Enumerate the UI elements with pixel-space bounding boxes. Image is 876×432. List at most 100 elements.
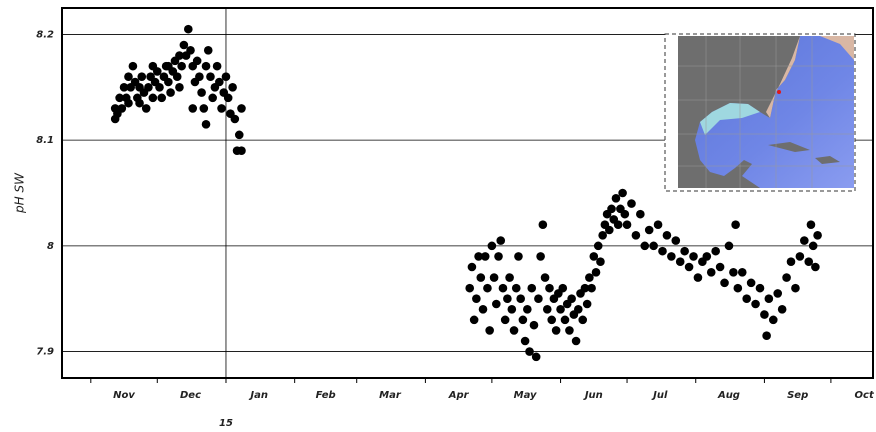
data-point <box>578 316 587 325</box>
data-point <box>747 279 756 288</box>
x-tick-label: Jul <box>651 390 668 401</box>
data-point <box>811 263 820 272</box>
data-point <box>547 316 556 325</box>
data-point <box>516 294 525 303</box>
x-tick-label: Jun <box>583 390 603 401</box>
data-point <box>676 257 685 266</box>
data-point <box>707 268 716 277</box>
data-point <box>501 316 510 325</box>
y-tick-label: 8.1 <box>36 135 54 146</box>
data-point <box>208 94 217 103</box>
data-point <box>734 284 743 293</box>
data-point <box>756 284 765 293</box>
data-point <box>558 284 567 293</box>
data-point <box>472 294 481 303</box>
year-label: 15 <box>219 418 233 429</box>
data-point <box>514 252 523 261</box>
data-point <box>623 220 632 229</box>
data-point <box>769 316 778 325</box>
data-point <box>592 268 601 277</box>
data-point <box>539 220 548 229</box>
data-point <box>738 268 747 277</box>
data-point <box>177 62 186 71</box>
data-point <box>703 252 712 261</box>
data-point <box>751 300 760 309</box>
y-tick-label: 7.9 <box>36 347 54 358</box>
data-point <box>720 279 729 288</box>
x-tick-label: Jan <box>248 390 268 401</box>
data-point <box>680 247 689 256</box>
data-point <box>773 289 782 298</box>
data-point <box>523 305 532 314</box>
data-point <box>470 316 479 325</box>
data-point <box>649 242 658 251</box>
data-point <box>222 72 231 81</box>
data-point <box>800 236 809 245</box>
data-point <box>809 242 818 251</box>
data-point <box>237 146 246 155</box>
data-point <box>200 104 209 113</box>
data-point <box>496 236 505 245</box>
data-point <box>572 337 581 346</box>
y-axis-label: pH SW <box>13 172 27 214</box>
y-tick-label: 8 <box>47 241 54 252</box>
data-point <box>658 247 667 256</box>
data-point <box>206 72 215 81</box>
data-point <box>711 247 720 256</box>
data-point <box>235 131 244 140</box>
data-point <box>224 94 233 103</box>
data-point <box>594 242 603 251</box>
data-point <box>164 78 173 87</box>
data-point <box>561 316 570 325</box>
data-point <box>596 257 605 266</box>
data-point <box>605 226 614 235</box>
data-point <box>765 294 774 303</box>
data-point <box>237 104 246 113</box>
data-point <box>135 99 144 108</box>
data-point <box>231 115 240 124</box>
x-tick-label: Dec <box>180 390 201 401</box>
data-point <box>519 316 528 325</box>
data-point <box>536 252 545 261</box>
x-tick-label: Apr <box>448 390 470 401</box>
data-point <box>485 326 494 335</box>
x-tick-label: Mar <box>379 390 402 401</box>
data-point <box>729 268 738 277</box>
data-point <box>530 321 539 330</box>
data-point <box>149 62 158 71</box>
data-point <box>164 62 173 71</box>
data-point <box>607 205 616 214</box>
data-point <box>725 242 734 251</box>
data-point <box>476 273 485 282</box>
data-point <box>545 284 554 293</box>
data-point <box>149 94 158 103</box>
data-point <box>213 62 222 71</box>
data-point <box>228 83 237 92</box>
data-point <box>742 294 751 303</box>
data-point <box>565 326 574 335</box>
data-point <box>155 83 164 92</box>
data-point <box>782 273 791 282</box>
x-tick-label: Nov <box>113 390 135 401</box>
data-point <box>543 305 552 314</box>
data-point <box>654 220 663 229</box>
data-point <box>716 263 725 272</box>
data-point <box>510 326 519 335</box>
x-tick-label: May <box>514 390 537 401</box>
data-point <box>663 231 672 240</box>
data-point <box>157 94 166 103</box>
data-point <box>508 305 517 314</box>
x-tick-label: Aug <box>717 390 740 401</box>
data-point <box>583 300 592 309</box>
data-point <box>512 284 521 293</box>
data-point <box>813 231 822 240</box>
data-point <box>636 210 645 219</box>
data-point <box>204 46 213 55</box>
data-point <box>186 46 195 55</box>
data-point <box>479 305 488 314</box>
data-point <box>481 252 490 261</box>
data-point <box>671 236 680 245</box>
x-tick-label: Feb <box>316 390 336 401</box>
data-point <box>494 252 503 261</box>
data-point <box>499 284 508 293</box>
